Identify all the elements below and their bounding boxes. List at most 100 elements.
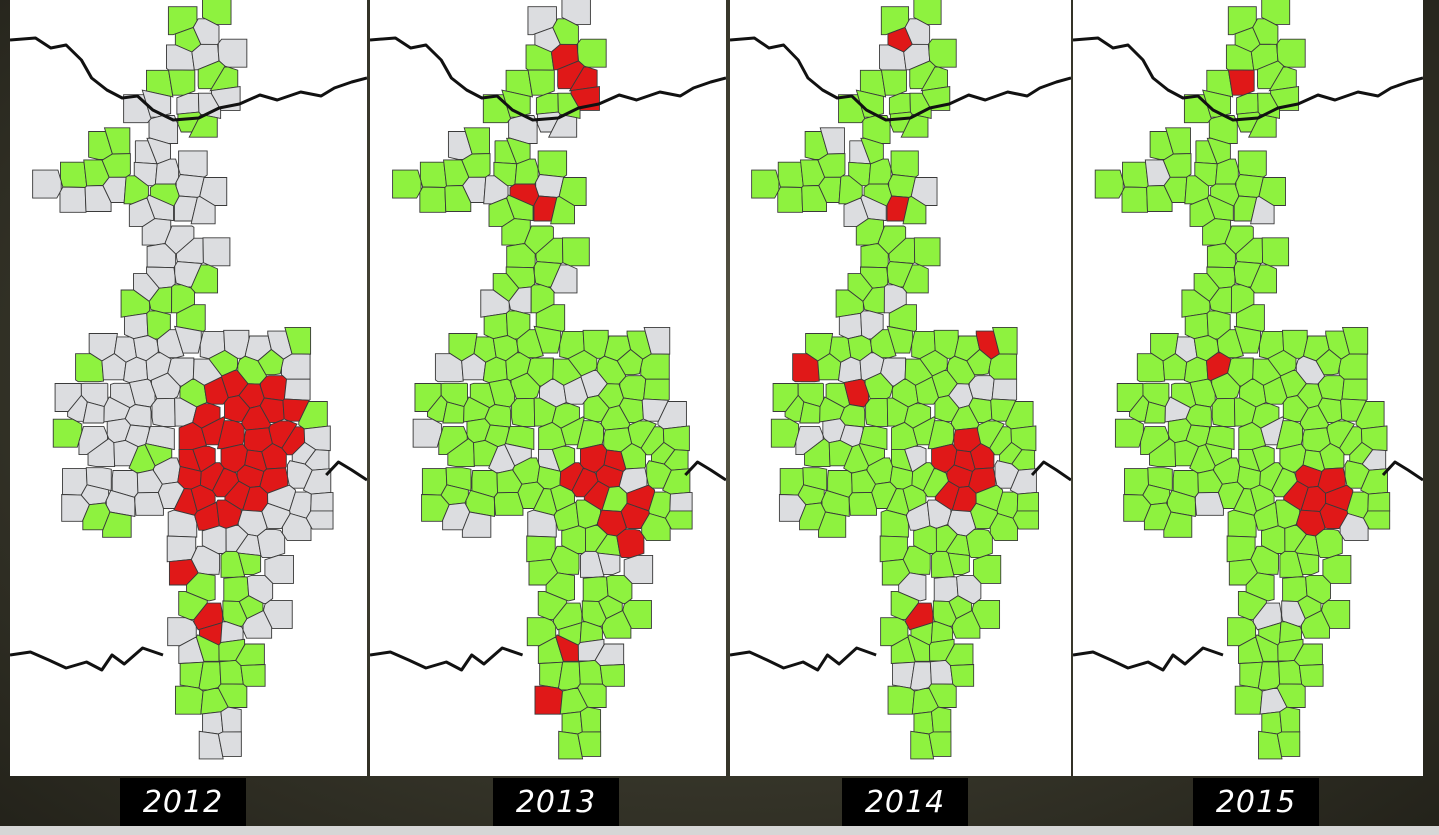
municipality	[1245, 572, 1275, 602]
municipality	[838, 312, 863, 340]
municipality	[134, 491, 164, 516]
map-2015	[1073, 0, 1423, 760]
municipality	[865, 397, 889, 427]
municipality	[242, 609, 273, 639]
municipality	[1279, 621, 1302, 644]
municipality	[568, 66, 598, 92]
map-2012	[10, 0, 367, 760]
municipality	[777, 161, 804, 188]
municipality	[141, 89, 172, 118]
municipality	[859, 425, 888, 451]
map-2013	[370, 0, 726, 760]
municipality	[898, 572, 927, 602]
municipality	[931, 706, 952, 733]
municipality	[1341, 326, 1369, 355]
municipality	[1283, 480, 1309, 510]
municipality	[1122, 161, 1149, 188]
state-border-line	[370, 36, 726, 122]
state-border-line	[370, 646, 524, 672]
municipality	[1318, 375, 1345, 401]
municipality	[910, 661, 932, 691]
municipality	[599, 664, 625, 687]
municipality	[144, 443, 173, 467]
municipality	[930, 621, 954, 644]
municipality	[988, 353, 1018, 380]
municipality	[434, 353, 464, 383]
map-panel-2015	[1073, 0, 1423, 776]
municipality	[887, 685, 915, 715]
municipality	[526, 617, 557, 647]
municipality	[224, 480, 251, 510]
municipality	[281, 353, 311, 380]
municipality	[190, 545, 221, 575]
municipality	[1339, 512, 1369, 542]
municipality	[1163, 511, 1193, 538]
municipality	[1315, 529, 1343, 559]
municipality	[59, 186, 87, 213]
map-2014	[730, 0, 1071, 760]
municipality	[178, 150, 208, 178]
year-label-2014: 2014	[842, 778, 968, 826]
municipality	[145, 425, 175, 451]
municipality	[102, 511, 132, 538]
municipality	[616, 529, 645, 559]
municipality	[504, 443, 532, 467]
state-border-line	[325, 460, 367, 482]
municipality	[577, 731, 602, 757]
municipality	[640, 353, 670, 380]
municipality	[1204, 443, 1233, 467]
bottom-strip	[0, 826, 1439, 835]
municipality	[146, 69, 174, 98]
year-label-2013: 2013	[493, 778, 619, 826]
municipality	[641, 512, 671, 542]
municipality	[928, 731, 952, 757]
municipality	[880, 69, 907, 96]
municipality	[217, 38, 248, 68]
municipality	[1227, 69, 1255, 96]
municipality	[550, 545, 580, 575]
municipality	[910, 177, 938, 206]
municipality	[483, 312, 508, 340]
state-border-line	[1030, 460, 1071, 482]
municipality	[557, 661, 581, 691]
municipality	[577, 683, 607, 708]
municipality	[883, 284, 907, 314]
municipality	[909, 60, 936, 90]
municipality	[902, 195, 927, 225]
territory	[10, 0, 367, 760]
municipality	[1236, 93, 1259, 115]
municipality	[969, 442, 995, 470]
territory	[370, 0, 726, 760]
municipality	[1250, 545, 1279, 575]
state-border-line	[1073, 36, 1423, 122]
municipality	[577, 38, 607, 68]
municipality	[240, 664, 266, 687]
municipality	[1202, 89, 1231, 118]
territory	[1073, 0, 1423, 760]
municipality	[1206, 69, 1234, 98]
municipality	[284, 326, 312, 355]
municipality	[1301, 609, 1330, 639]
municipality	[868, 158, 892, 185]
municipality	[419, 161, 447, 188]
map-panel-2014	[730, 0, 1071, 776]
municipality	[198, 661, 222, 691]
municipality	[1341, 378, 1368, 401]
municipality	[1206, 194, 1234, 222]
municipality	[620, 442, 647, 470]
year-label-2012: 2012	[120, 778, 246, 826]
municipality	[1237, 150, 1267, 178]
municipality	[1226, 535, 1256, 563]
municipality	[60, 161, 88, 188]
municipality	[171, 284, 195, 314]
municipality	[920, 66, 948, 92]
municipality	[561, 237, 590, 267]
municipality	[209, 66, 239, 92]
state-border-line	[1381, 460, 1423, 482]
municipality	[888, 93, 911, 115]
municipality	[1250, 195, 1275, 225]
municipality	[237, 552, 262, 576]
municipality	[1261, 711, 1283, 735]
municipality	[261, 442, 287, 470]
municipality	[1296, 552, 1320, 576]
